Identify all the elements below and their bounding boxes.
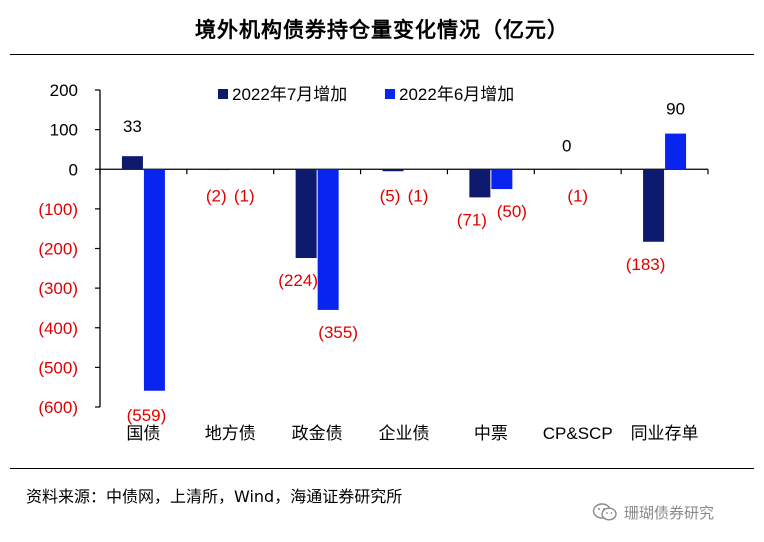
- x-category-label: 同业存单: [631, 424, 699, 443]
- bar-series-jun: [491, 169, 513, 190]
- data-label-jul: (2): [206, 186, 227, 205]
- data-label-jun: (355): [318, 323, 358, 342]
- data-label-jul: (71): [457, 210, 487, 229]
- y-tick-label: (200): [38, 240, 78, 259]
- y-tick-label: 200: [50, 81, 78, 100]
- y-tick-label: (500): [38, 358, 78, 377]
- data-label-jul: 33: [123, 117, 142, 136]
- bar-series-jul: [208, 169, 230, 171]
- chart-title: 境外机构债券持仓量变化情况（亿元）: [195, 17, 569, 42]
- legend-label-jun: 2022年6月增加: [399, 85, 514, 104]
- data-label-jun: (1): [408, 186, 429, 205]
- data-label-jul: (183): [626, 255, 666, 274]
- bar-series-jun: [143, 169, 165, 391]
- data-label-jul: 0: [562, 136, 571, 155]
- bar-series-jun: [404, 169, 426, 170]
- y-tick-label: (300): [38, 279, 78, 298]
- data-label-jun: (559): [127, 406, 167, 425]
- bar-series-jul: [382, 169, 404, 172]
- data-label-jul: (5): [380, 186, 401, 205]
- bar-series-jun: [230, 169, 252, 170]
- data-label-jun: (50): [497, 202, 527, 221]
- x-category-label: 中票: [474, 424, 508, 443]
- bar-series-jul: [121, 156, 143, 170]
- y-tick-label: (100): [38, 200, 78, 219]
- x-category-label: 企业债: [379, 424, 430, 443]
- legend-label-jul: 2022年7月增加: [232, 85, 347, 104]
- y-tick-label: 0: [69, 160, 78, 179]
- bar-series-jul: [295, 169, 317, 259]
- bar-series-jun: [317, 169, 339, 310]
- y-tick-label: 100: [50, 121, 78, 140]
- source-note: 资料来源：中债网，上清所，Wind，海通证券研究所: [26, 487, 403, 506]
- data-label-jun: (1): [567, 186, 588, 205]
- x-category-label: 国债: [126, 424, 160, 443]
- x-category-label: CP&SCP: [543, 424, 613, 443]
- data-label-jun: (1): [234, 186, 255, 205]
- legend-swatch-jun: [385, 89, 395, 99]
- bar-series-jun: [665, 133, 687, 170]
- y-tick-label: (600): [38, 398, 78, 417]
- title-divider: [10, 54, 754, 55]
- x-category-label: 政金债: [292, 424, 343, 443]
- data-label-jun: 90: [666, 100, 685, 119]
- legend-swatch-jul: [218, 89, 228, 99]
- x-category-label: 地方债: [205, 424, 256, 443]
- watermark: 珊瑚债券研究: [592, 500, 714, 524]
- wechat-icon: [592, 503, 617, 521]
- watermark-text: 珊瑚债券研究: [624, 503, 715, 522]
- bar-series-jul: [556, 169, 578, 170]
- y-tick-label: (400): [38, 319, 78, 338]
- bar-series-jul: [469, 169, 491, 198]
- data-label-jul: (224): [278, 271, 318, 290]
- bar-series-jul: [643, 169, 665, 242]
- bar-series-jun: [578, 169, 600, 170]
- source-divider: [10, 468, 754, 469]
